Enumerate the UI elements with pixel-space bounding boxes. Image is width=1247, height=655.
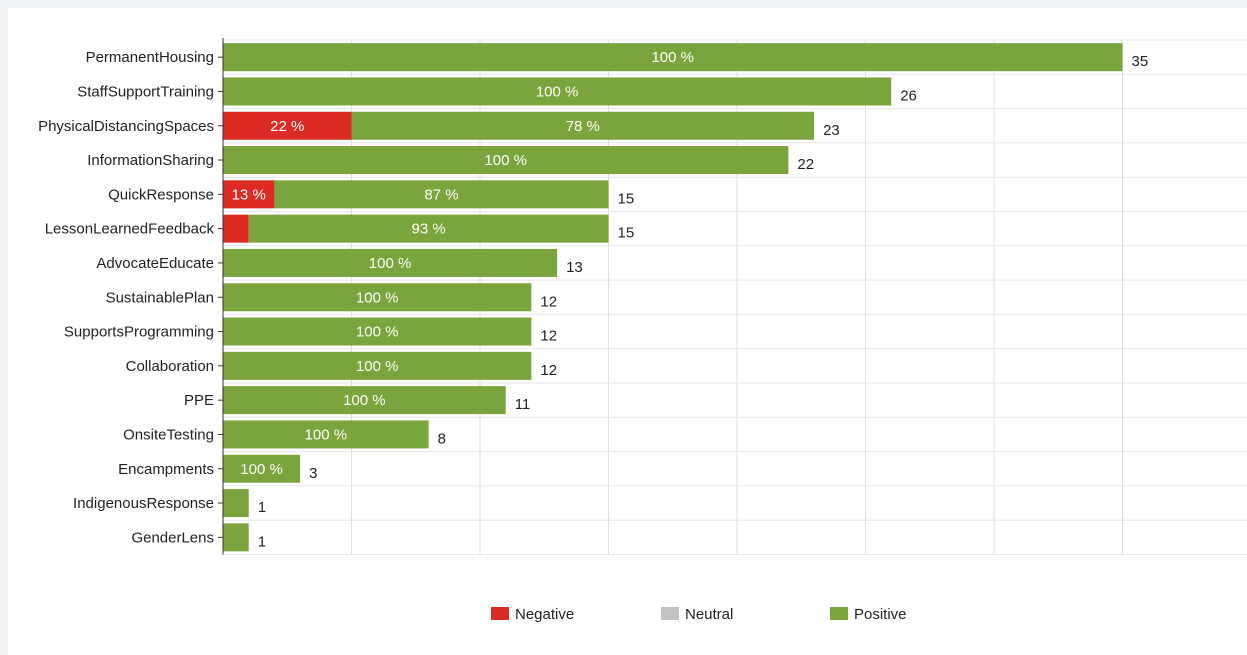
bar-positive <box>223 283 532 312</box>
bar-total-label: 15 <box>618 225 635 242</box>
legend-label-negative: Negative <box>515 606 574 623</box>
bar-percent-label: 100 % <box>343 392 386 409</box>
bar-total-label: 1 <box>258 499 266 516</box>
bar-total-label: 8 <box>438 430 446 447</box>
bar-total-label: 35 <box>1132 53 1149 70</box>
bar-percent-label: 100 % <box>240 461 283 478</box>
bar-positive <box>223 43 1123 72</box>
bar-total-label: 22 <box>797 156 814 173</box>
bar-positive <box>223 351 532 380</box>
bar-total-label: 3 <box>309 465 317 482</box>
bar-positive <box>223 248 558 277</box>
category-label: Encampments <box>118 461 214 478</box>
bar-positive <box>351 111 815 140</box>
bar-total-label: 1 <box>258 533 266 550</box>
legend-swatch-neutral <box>661 607 679 620</box>
category-label: QuickResponse <box>108 186 214 203</box>
category-label: SupportsProgramming <box>64 324 214 341</box>
category-label: SustainablePlan <box>106 289 214 306</box>
bar-chart: 100 % 35 PermanentHousing 100 % 26 StaffSuppo… <box>38 38 1247 623</box>
bar-positive <box>223 317 532 346</box>
category-label: IndigenousResponse <box>73 495 214 512</box>
bar-percent-label: 93 % <box>411 221 445 238</box>
bar-total-label: 11 <box>515 396 531 413</box>
bar-positive <box>223 420 429 449</box>
legend-swatch-negative <box>491 607 509 620</box>
bar-percent-label: 22 % <box>270 118 304 135</box>
bar-percent-label: 100 % <box>369 255 412 272</box>
bar-percent-label: 100 % <box>356 324 399 341</box>
category-label: Collaboration <box>126 358 214 375</box>
bar-total-label: 12 <box>540 362 557 379</box>
bar-percent-label: 87 % <box>424 186 458 203</box>
bar-positive <box>223 146 789 175</box>
bar-total-label: 15 <box>618 190 635 207</box>
legend-swatch-positive <box>830 607 848 620</box>
bar-percent-label: 100 % <box>484 152 527 169</box>
category-label: StaffSupportTraining <box>77 83 214 100</box>
bar-positive <box>274 180 609 209</box>
bar-percent-label: 78 % <box>566 118 600 135</box>
bar-positive <box>223 454 301 483</box>
bar-total-label: 12 <box>540 328 557 345</box>
category-label: PPE <box>184 392 214 409</box>
category-label: AdvocateEducate <box>96 255 214 272</box>
bar-total-label: 26 <box>900 87 917 104</box>
bar-total-label: 23 <box>823 122 840 139</box>
bar-positive <box>223 386 506 415</box>
bar-positive <box>223 77 892 106</box>
bar-negative <box>223 111 352 140</box>
legend-label-positive: Positive <box>854 606 907 623</box>
bar-percent-label: 100 % <box>651 49 694 66</box>
bar-positive <box>223 489 249 518</box>
bar-percent-label: 100 % <box>356 289 399 306</box>
category-label: PermanentHousing <box>86 49 214 66</box>
category-label: OnsiteTesting <box>123 426 214 443</box>
bar-negative <box>223 214 249 243</box>
bar-percent-label: 100 % <box>305 426 348 443</box>
category-label: InformationSharing <box>87 152 214 169</box>
bar-total-label: 12 <box>540 293 557 310</box>
category-label: GenderLens <box>131 529 214 546</box>
category-label: LessonLearnedFeedback <box>45 221 215 238</box>
bar-percent-label: 100 % <box>536 83 579 100</box>
bar-positive <box>248 214 609 243</box>
category-label: PhysicalDistancingSpaces <box>38 118 214 135</box>
legend-label-neutral: Neutral <box>685 606 733 623</box>
bar-negative <box>223 180 275 209</box>
bar-percent-label: 100 % <box>356 358 399 375</box>
bar-percent-label: 13 % <box>232 186 266 203</box>
bar-positive <box>223 523 249 552</box>
chart-panel: 100 % 35 PermanentHousing 100 % 26 StaffSuppo… <box>8 8 1247 655</box>
bar-total-label: 13 <box>566 259 583 276</box>
